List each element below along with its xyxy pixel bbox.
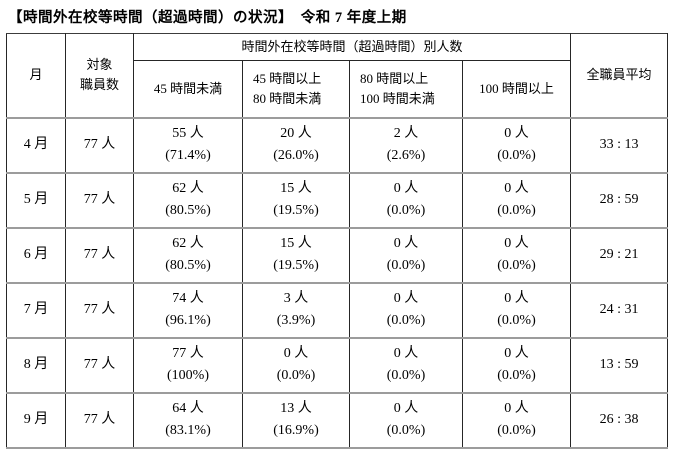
month-cell: 6 月: [6, 226, 66, 284]
staff-count-cell: 77 人: [65, 281, 134, 339]
band-count-cell: 64 人 (83.1%): [133, 391, 243, 449]
band-count-cell: 0 人 (0.0%): [461, 391, 572, 449]
band-count-cell: 0 人 (0.0%): [349, 171, 463, 229]
average-time-cell: 29 : 21: [570, 226, 669, 284]
col-header-staff-line1: 対象: [86, 57, 113, 73]
band2-line1: 45 時間以上: [253, 70, 322, 86]
average-time-cell: 13 : 59: [570, 336, 669, 394]
col-header-month: 月: [6, 33, 66, 118]
header-row-group: 月 対象 職員数 時間外在校等時間（超過時間）別人数 全職員平均: [6, 33, 669, 118]
band3-line2: 100 時間未満: [360, 90, 435, 106]
page-title: 【時間外在校等時間（超過時間）の状況】 令和 7 年度上期: [8, 10, 407, 26]
header-row-bands: 45 時間未満 45 時間以上 80 時間未満 80 時間以上 100 時間未満…: [7, 60, 668, 118]
col-header-staff-line2: 職員数: [79, 77, 119, 93]
band-count-cell: 74 人 (96.1%): [133, 281, 243, 339]
band2-line2: 80 時間未満: [253, 90, 322, 106]
month-cell: 7 月: [6, 281, 66, 339]
month-cell: 4 月: [6, 116, 66, 174]
band-count-cell: 3 人 (3.9%): [242, 281, 350, 339]
staff-count-cell: 77 人: [65, 391, 134, 449]
band-count-cell: 0 人 (0.0%): [461, 171, 572, 229]
col-header-band-under-45h: 45 時間未満: [133, 60, 243, 118]
band-count-cell: 20 人 (26.0%): [242, 116, 350, 174]
band-count-cell: 0 人 (0.0%): [349, 281, 463, 339]
month-cell: 5 月: [6, 171, 66, 229]
band-count-cell: 0 人 (0.0%): [461, 226, 572, 284]
table-row: 4 月 77 人 55 人 (71.4%) 20 人 (26.0%) 2 人 (2.6%) 0 …: [6, 116, 669, 174]
col-header-band-over-100h: 100 時間以上: [461, 60, 572, 118]
band-count-cell: 55 人 (71.4%): [133, 116, 243, 174]
band-count-cell: 15 人 (19.5%): [242, 171, 350, 229]
average-time-cell: 24 : 31: [570, 281, 669, 339]
band-count-cell: 0 人 (0.0%): [461, 336, 572, 394]
band-count-cell: 0 人 (0.0%): [349, 391, 463, 449]
band-count-cell: 0 人 (0.0%): [461, 116, 572, 174]
band-count-cell: 0 人 (0.0%): [242, 336, 350, 394]
band-count-cell: 15 人 (19.5%): [242, 226, 350, 284]
average-time-cell: 26 : 38: [570, 391, 669, 449]
staff-count-cell: 77 人: [65, 336, 134, 394]
col-header-band-45h-to-80h: 45 時間以上 80 時間未満: [242, 60, 350, 118]
band-count-cell: 13 人 (16.9%): [242, 391, 350, 449]
table-row: 6 月 77 人 62 人 (80.5%) 15 人 (19.5%) 0 人 (0.0%) 0 …: [6, 226, 669, 284]
band-count-cell: 0 人 (0.0%): [461, 281, 572, 339]
band-count-cell: 62 人 (80.5%): [133, 226, 243, 284]
average-time-cell: 33 : 13: [570, 116, 669, 174]
band3-line1: 80 時間以上: [360, 70, 429, 86]
col-header-staff-count: 対象 職員数: [65, 33, 134, 118]
table-row: 8 月 77 人 77 人 (100%) 0 人 (0.0%) 0 人 (0.0%) 0 人 (0…: [6, 336, 669, 394]
col-header-band-80h-to-100h: 80 時間以上 100 時間未満: [349, 60, 463, 118]
staff-count-cell: 77 人: [65, 171, 134, 229]
band-count-cell: 77 人 (100%): [133, 336, 243, 394]
table-row: 5 月 77 人 62 人 (80.5%) 15 人 (19.5%) 0 人 (0.0%) 0 …: [6, 171, 669, 229]
average-time-cell: 28 : 59: [570, 171, 669, 229]
staff-count-cell: 77 人: [65, 226, 134, 284]
month-cell: 8 月: [6, 336, 66, 394]
table-body: 4 月 77 人 55 人 (71.4%) 20 人 (26.0%) 2 人 (2.6%) 0 …: [6, 116, 669, 449]
overtime-status-table: 月 対象 職員数 時間外在校等時間（超過時間）別人数 全職員平均 45 時間未満…: [6, 33, 669, 449]
table-row: 9 月 77 人 64 人 (83.1%) 13 人 (16.9%) 0 人 (0.0%) 0 …: [6, 391, 669, 449]
month-cell: 9 月: [6, 391, 66, 449]
col-header-band-group: 時間外在校等時間（超過時間）別人数: [132, 33, 572, 61]
table-row: 7 月 77 人 74 人 (96.1%) 3 人 (3.9%) 0 人 (0.0%) 0 人(…: [6, 281, 669, 339]
band-count-cell: 62 人 (80.5%): [133, 171, 243, 229]
band-count-cell: 0 人 (0.0%): [349, 226, 463, 284]
band-count-cell: 0 人 (0.0%): [349, 336, 463, 394]
staff-count-cell: 77 人: [65, 116, 134, 174]
band-count-cell: 2 人 (2.6%): [349, 116, 463, 174]
col-header-all-staff-average: 全職員平均: [570, 33, 669, 118]
